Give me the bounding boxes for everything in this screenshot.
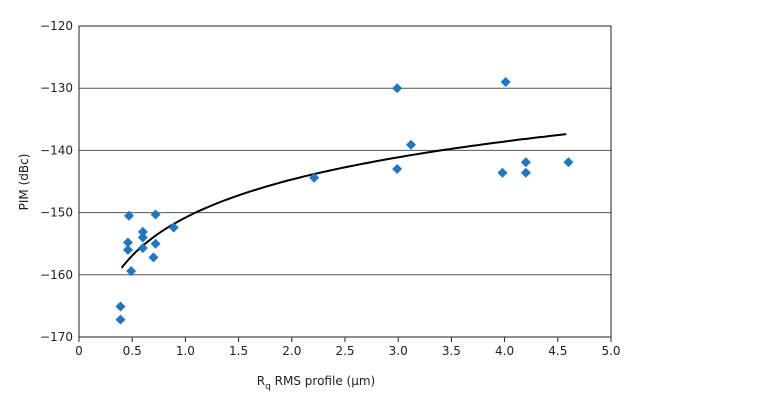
data-point [500,76,511,87]
x-tick-label: 3.5 [442,344,461,358]
y-tick-label: −150 [40,206,73,220]
trendline [120,133,567,269]
data-point [150,238,161,249]
data-point [126,266,137,277]
data-point [520,157,531,168]
data-point [392,164,403,175]
x-tick-label: 2.0 [282,344,301,358]
x-tick-label: 2.5 [335,344,354,358]
data-point [405,139,416,150]
data-point [392,83,403,94]
data-point [137,232,148,243]
data-point [520,167,531,178]
data-point [137,226,148,237]
x-tick-label: 4.5 [548,344,567,358]
x-tick-label: 0 [75,344,83,358]
y-tick-label: −120 [40,19,73,33]
y-axis-ticks: −120 −130 −140 −150 −160 −170 [40,19,73,344]
gridlines [79,87,611,276]
data-point [122,237,133,248]
data-point [137,243,148,254]
data-point [150,209,161,220]
x-tick-label: 4.0 [495,344,514,358]
data-point [309,172,320,183]
x-tick-label: 3.0 [389,344,408,358]
data-point [168,222,179,233]
data-point [122,244,133,255]
x-tick-label: 0.5 [123,344,142,358]
y-tick-label: −160 [40,268,73,282]
data-points [115,76,574,325]
y-tick-label: −130 [40,81,73,95]
x-tick-label: 1.5 [229,344,248,358]
data-point [115,314,126,325]
data-point [124,210,135,221]
data-point [115,301,126,312]
plot-area-border [78,25,612,338]
y-axis-label: PIM (dBc) [17,154,31,211]
data-point [563,157,574,168]
x-tick-label: 5.0 [601,344,620,358]
y-tick-label: −170 [40,330,73,344]
data-point [148,252,159,263]
data-point [497,167,508,178]
x-axis-label: Rq RMS profile (µm) [257,374,375,392]
y-tick-label: −140 [40,143,73,157]
x-tick-label: 1.0 [176,344,195,358]
x-axis-ticks: 0 0.5 1.0 1.5 2.0 2.5 3.0 3.5 4.0 4.5 5.0 [75,337,621,358]
